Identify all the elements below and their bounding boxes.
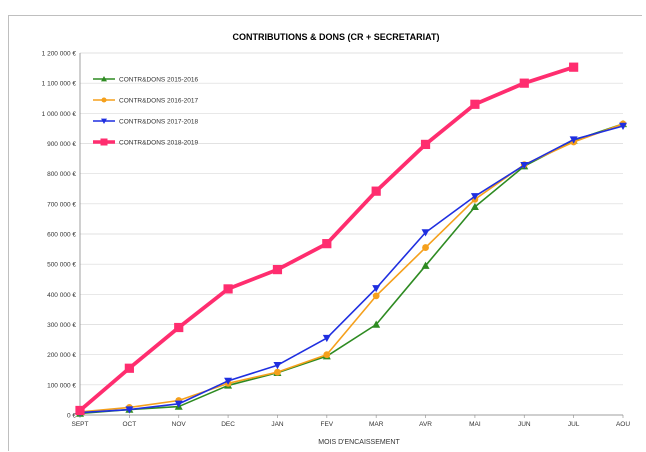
x-tick-label: DEC bbox=[221, 421, 235, 428]
series-2 bbox=[76, 120, 627, 416]
data-point bbox=[124, 363, 134, 373]
y-tick-label: 900 000 € bbox=[47, 141, 76, 148]
axes bbox=[79, 53, 623, 416]
legend-marker bbox=[101, 118, 107, 124]
legend-item: CONTR&DONS 2017-2018 bbox=[93, 118, 198, 125]
x-axis-ticks: SEPT OCT NOV DEC JAN FEV MAR AVR MAI JUN JUL AOU bbox=[72, 415, 630, 428]
x-tick-label: JUN bbox=[518, 421, 531, 428]
data-point bbox=[420, 139, 431, 150]
data-point bbox=[125, 406, 134, 414]
line-chart: CONTRIBUTIONS & DONS (CR + SECRETARIAT) … bbox=[42, 32, 631, 446]
data-point bbox=[174, 400, 183, 408]
y-tick-label: 600 000 € bbox=[47, 232, 76, 239]
data-point bbox=[619, 122, 627, 131]
y-tick-label: 0 € bbox=[67, 413, 76, 420]
series-line bbox=[79, 123, 624, 413]
data-point bbox=[421, 229, 430, 237]
x-tick-label: MAR bbox=[369, 421, 384, 428]
legend-marker bbox=[101, 97, 107, 103]
y-tick-label: 1 200 000 € bbox=[42, 51, 77, 58]
legend-item: CONTR&DONS 2016-2017 bbox=[93, 97, 198, 104]
grid-lines bbox=[80, 52, 623, 416]
data-point bbox=[421, 261, 430, 269]
legend-label: CONTR&DONS 2016-2017 bbox=[119, 97, 198, 104]
x-tick-label: FEV bbox=[320, 421, 333, 428]
data-point bbox=[224, 377, 233, 385]
legend-label: CONTR&DONS 2017-2018 bbox=[119, 118, 198, 125]
legend-label: CONTR&DONS 2015-2016 bbox=[119, 76, 198, 83]
y-tick-label: 1 000 000 € bbox=[42, 111, 77, 118]
legend: CONTR&DONS 2015-2016 CONTR&DONS 2016-2017… bbox=[93, 76, 198, 146]
data-point bbox=[520, 162, 529, 170]
series-group bbox=[75, 62, 627, 417]
x-axis-label: MOIS D'ENCAISSEMENT bbox=[318, 439, 400, 446]
data-point bbox=[519, 78, 529, 88]
series-3 bbox=[76, 122, 627, 417]
y-tick-label: 200 000 € bbox=[47, 352, 76, 359]
legend-item: CONTR&DONS 2015-2016 bbox=[93, 76, 198, 83]
y-tick-label: 500 000 € bbox=[47, 262, 76, 269]
data-point bbox=[470, 99, 480, 109]
x-tick-label: JUL bbox=[568, 421, 580, 428]
series-line bbox=[79, 123, 624, 415]
y-tick-label: 800 000 € bbox=[47, 171, 76, 178]
data-point bbox=[372, 285, 381, 293]
y-tick-label: 300 000 € bbox=[47, 322, 76, 329]
data-point bbox=[322, 239, 332, 249]
data-point bbox=[569, 136, 578, 144]
data-point bbox=[322, 334, 331, 343]
chart-frame: CONTRIBUTIONS & DONS (CR + SECRETARIAT) … bbox=[8, 15, 642, 451]
x-tick-label: JAN bbox=[271, 421, 284, 428]
x-tick-label: NOV bbox=[172, 421, 187, 428]
y-tick-label: 100 000 € bbox=[47, 382, 76, 389]
legend-marker bbox=[101, 76, 107, 82]
data-point bbox=[372, 320, 381, 328]
x-tick-label: MAI bbox=[469, 421, 481, 428]
series-line bbox=[79, 125, 624, 414]
series-4 bbox=[75, 62, 579, 416]
y-tick-label: 400 000 € bbox=[47, 292, 76, 299]
legend-item: CONTR&DONS 2018-2019 bbox=[93, 138, 198, 146]
data-point bbox=[273, 362, 282, 370]
x-tick-label: AOU bbox=[616, 421, 630, 428]
legend-label: CONTR&DONS 2018-2019 bbox=[119, 139, 198, 146]
data-point bbox=[470, 202, 479, 211]
data-point bbox=[323, 351, 331, 359]
legend-marker bbox=[100, 138, 108, 146]
data-point bbox=[174, 322, 184, 333]
data-point bbox=[569, 62, 579, 72]
x-tick-label: AVR bbox=[419, 421, 432, 428]
data-point bbox=[422, 244, 429, 251]
y-axis-ticks: 0 € 100 000 € 200 000 € 300 000 € 400 000 € 5… bbox=[42, 51, 77, 420]
data-point bbox=[223, 284, 233, 294]
data-point bbox=[75, 405, 85, 416]
series-1 bbox=[76, 119, 627, 417]
data-point bbox=[372, 292, 380, 300]
y-tick-label: 1 100 000 € bbox=[42, 81, 77, 88]
x-tick-label: OCT bbox=[122, 421, 136, 428]
data-point bbox=[470, 193, 479, 201]
x-tick-label: SEPT bbox=[72, 421, 89, 428]
data-point bbox=[272, 264, 283, 275]
data-point bbox=[371, 186, 381, 196]
chart-title: CONTRIBUTIONS & DONS (CR + SECRETARIAT) bbox=[233, 32, 440, 42]
y-tick-label: 700 000 € bbox=[47, 201, 76, 208]
data-point bbox=[274, 368, 281, 376]
